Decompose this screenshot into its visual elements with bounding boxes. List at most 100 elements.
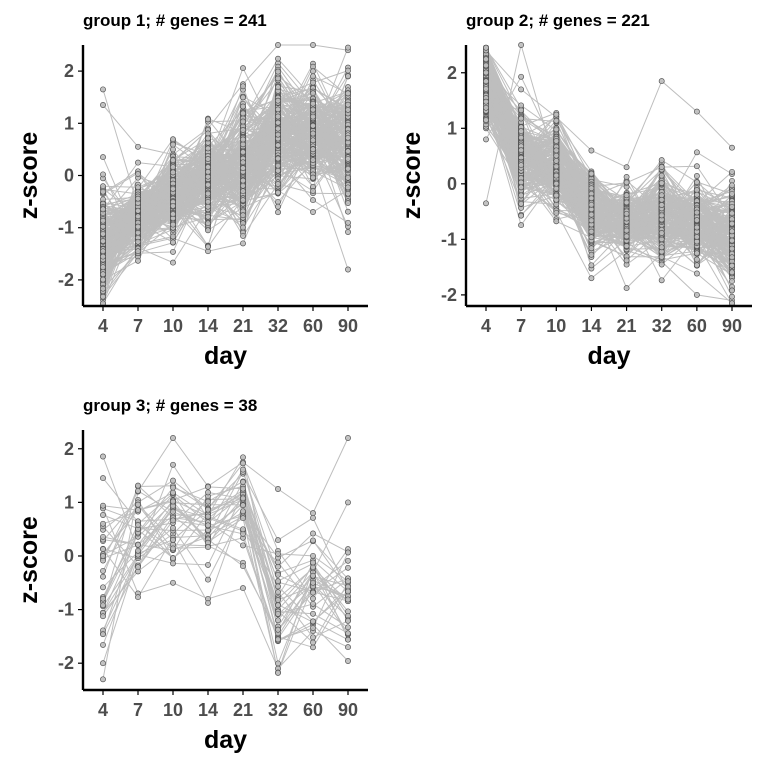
series-line-2 [102, 44, 349, 156]
data-point [345, 549, 351, 556]
data-point [205, 544, 211, 551]
data-point [100, 154, 106, 161]
data-point [240, 240, 246, 247]
data-point [588, 195, 595, 202]
data-point [170, 461, 176, 468]
data-point [345, 557, 351, 564]
data-point [693, 270, 700, 277]
data-point [240, 585, 246, 592]
data-point [345, 229, 351, 235]
data-point [275, 571, 281, 578]
data-point [100, 676, 106, 683]
data-point [729, 210, 735, 217]
data-point [100, 238, 106, 244]
data-point [135, 159, 141, 166]
data-point [205, 130, 211, 137]
data-point [205, 243, 211, 250]
data-point [170, 141, 176, 148]
data-point [588, 275, 595, 282]
data-point [240, 94, 246, 101]
data-point [275, 537, 281, 544]
data-point [275, 68, 281, 75]
data-point [170, 146, 176, 153]
data-point [310, 514, 316, 521]
data-point [275, 669, 281, 676]
x-tick-label: 10 [546, 316, 566, 336]
y-tick-label: 0 [64, 546, 74, 566]
data-point [100, 660, 106, 667]
data-point [553, 180, 560, 187]
data-point [345, 578, 351, 585]
data-point [135, 184, 141, 191]
data-point [693, 149, 700, 156]
data-point [588, 245, 595, 252]
data-point [345, 67, 351, 74]
x-tick-label: 32 [652, 316, 672, 336]
data-point [170, 508, 176, 515]
data-point [693, 250, 700, 257]
data-point [275, 626, 281, 633]
data-point [729, 237, 735, 244]
data-point [205, 220, 211, 227]
data-point [553, 209, 560, 216]
data-point [240, 495, 246, 502]
data-point [100, 595, 106, 602]
data-point [729, 203, 735, 210]
x-axis-label: day [587, 342, 630, 370]
data-point [310, 42, 316, 48]
data-point [345, 636, 351, 643]
data-point [240, 118, 246, 125]
data-point [240, 103, 246, 110]
data-point [310, 610, 316, 617]
data-point [240, 502, 246, 509]
data-point [100, 567, 106, 574]
data-point [310, 559, 316, 566]
data-point [170, 579, 176, 586]
data-point [205, 190, 211, 197]
data-point [135, 594, 141, 601]
data-point [100, 230, 106, 237]
data-point [275, 610, 281, 617]
data-point [240, 466, 246, 473]
data-point [693, 262, 700, 269]
data-point [518, 184, 525, 191]
x-tick-label: 32 [268, 700, 288, 720]
data-point [588, 228, 595, 235]
x-tick-label: 10 [163, 316, 183, 336]
data-point [170, 185, 176, 192]
data-point [135, 487, 141, 494]
data-point [205, 198, 211, 205]
data-point [275, 636, 281, 643]
data-point [658, 230, 665, 236]
data-point [693, 256, 700, 263]
series-line-231 [102, 142, 349, 218]
data-point [310, 197, 316, 204]
data-point [729, 220, 735, 227]
data-point [553, 163, 560, 170]
data-point [170, 498, 176, 505]
data-point [518, 192, 525, 199]
data-point [553, 218, 560, 225]
series-line-197 [102, 70, 349, 188]
data-point [658, 261, 665, 268]
data-point [275, 162, 281, 169]
data-point [240, 159, 246, 166]
data-point [170, 489, 176, 496]
data-point [553, 147, 560, 154]
data-point [135, 171, 141, 177]
x-tick-label: 4 [98, 700, 108, 720]
data-point [205, 173, 211, 180]
data-point [345, 564, 351, 571]
data-point [135, 143, 141, 150]
data-point [135, 213, 141, 220]
data-point [205, 483, 211, 490]
data-point [240, 515, 246, 522]
data-point [240, 188, 246, 195]
data-point [518, 115, 525, 122]
data-point [310, 157, 316, 163]
data-point [553, 185, 560, 192]
data-point [345, 266, 351, 273]
data-point [170, 202, 176, 209]
